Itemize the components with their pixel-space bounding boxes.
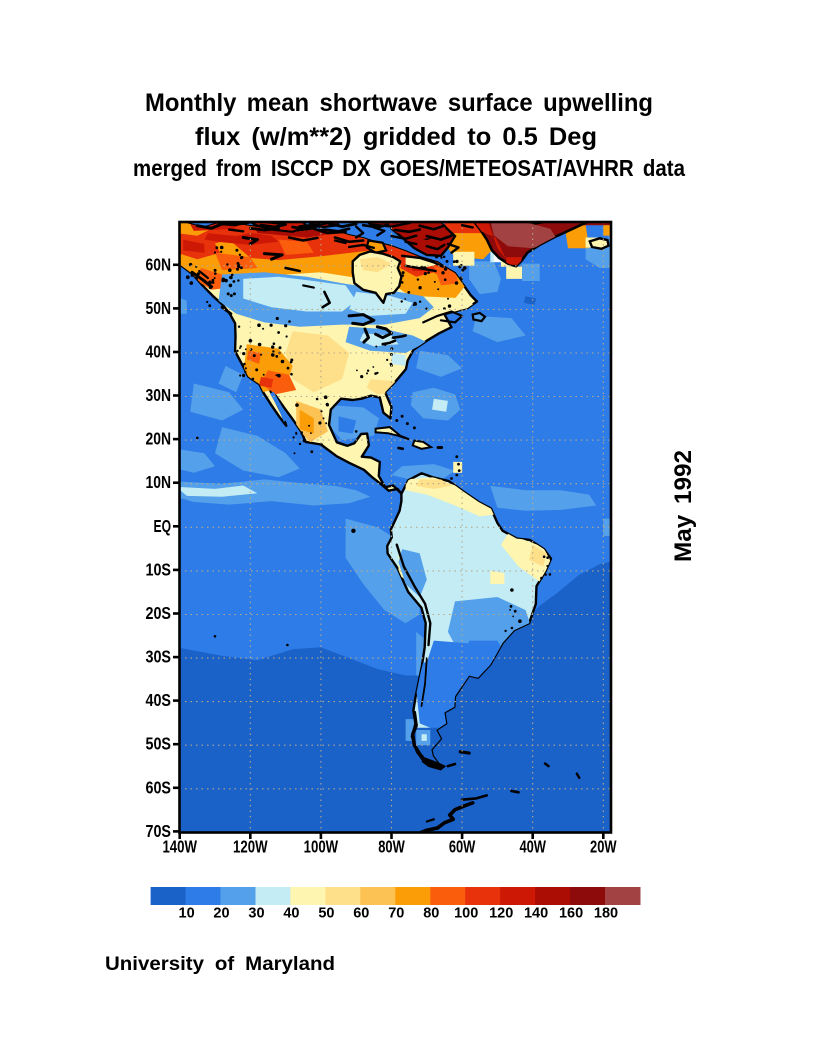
svg-text:80: 80 bbox=[423, 906, 439, 922]
svg-text:30N: 30N bbox=[146, 385, 172, 405]
svg-text:120: 120 bbox=[489, 906, 513, 922]
svg-text:30: 30 bbox=[248, 906, 264, 922]
svg-text:40S: 40S bbox=[146, 690, 172, 710]
svg-text:80W: 80W bbox=[378, 837, 405, 857]
svg-text:flux (w/m**2) gridded to 0.5 D: flux (w/m**2) gridded to 0.5 Deg bbox=[195, 123, 597, 151]
svg-text:10N: 10N bbox=[146, 472, 172, 492]
svg-text:20S: 20S bbox=[146, 603, 172, 623]
svg-text:180: 180 bbox=[594, 906, 618, 922]
svg-text:merged from ISCCP DX GOES/METE: merged from ISCCP DX GOES/METEOSAT/AVHRR… bbox=[133, 155, 685, 181]
svg-text:160: 160 bbox=[559, 906, 583, 922]
svg-text:40: 40 bbox=[283, 906, 299, 922]
svg-text:70: 70 bbox=[388, 906, 404, 922]
svg-text:May 1992: May 1992 bbox=[670, 450, 697, 562]
svg-text:100: 100 bbox=[454, 906, 478, 922]
svg-text:70S: 70S bbox=[146, 821, 172, 841]
svg-text:30S: 30S bbox=[146, 647, 172, 667]
svg-text:10S: 10S bbox=[146, 559, 172, 579]
svg-text:140W: 140W bbox=[162, 837, 197, 857]
svg-text:40W: 40W bbox=[519, 837, 546, 857]
svg-text:50: 50 bbox=[318, 906, 334, 922]
svg-text:50N: 50N bbox=[146, 298, 172, 318]
svg-text:University of Maryland: University of Maryland bbox=[105, 953, 335, 975]
svg-text:60W: 60W bbox=[449, 837, 476, 857]
svg-text:10: 10 bbox=[179, 906, 195, 922]
svg-text:20: 20 bbox=[213, 906, 229, 922]
svg-text:40N: 40N bbox=[146, 342, 172, 362]
svg-text:100W: 100W bbox=[304, 837, 339, 857]
svg-text:20N: 20N bbox=[146, 429, 172, 449]
svg-text:EQ: EQ bbox=[154, 516, 172, 536]
svg-text:60: 60 bbox=[353, 906, 369, 922]
svg-text:Monthly mean shortwave surface: Monthly mean shortwave surface upwelling bbox=[145, 89, 653, 117]
svg-text:60S: 60S bbox=[146, 777, 172, 797]
svg-text:20W: 20W bbox=[590, 837, 617, 857]
svg-text:60N: 60N bbox=[146, 254, 172, 274]
svg-text:140: 140 bbox=[524, 906, 548, 922]
svg-text:50S: 50S bbox=[146, 734, 172, 754]
svg-text:120W: 120W bbox=[233, 837, 268, 857]
